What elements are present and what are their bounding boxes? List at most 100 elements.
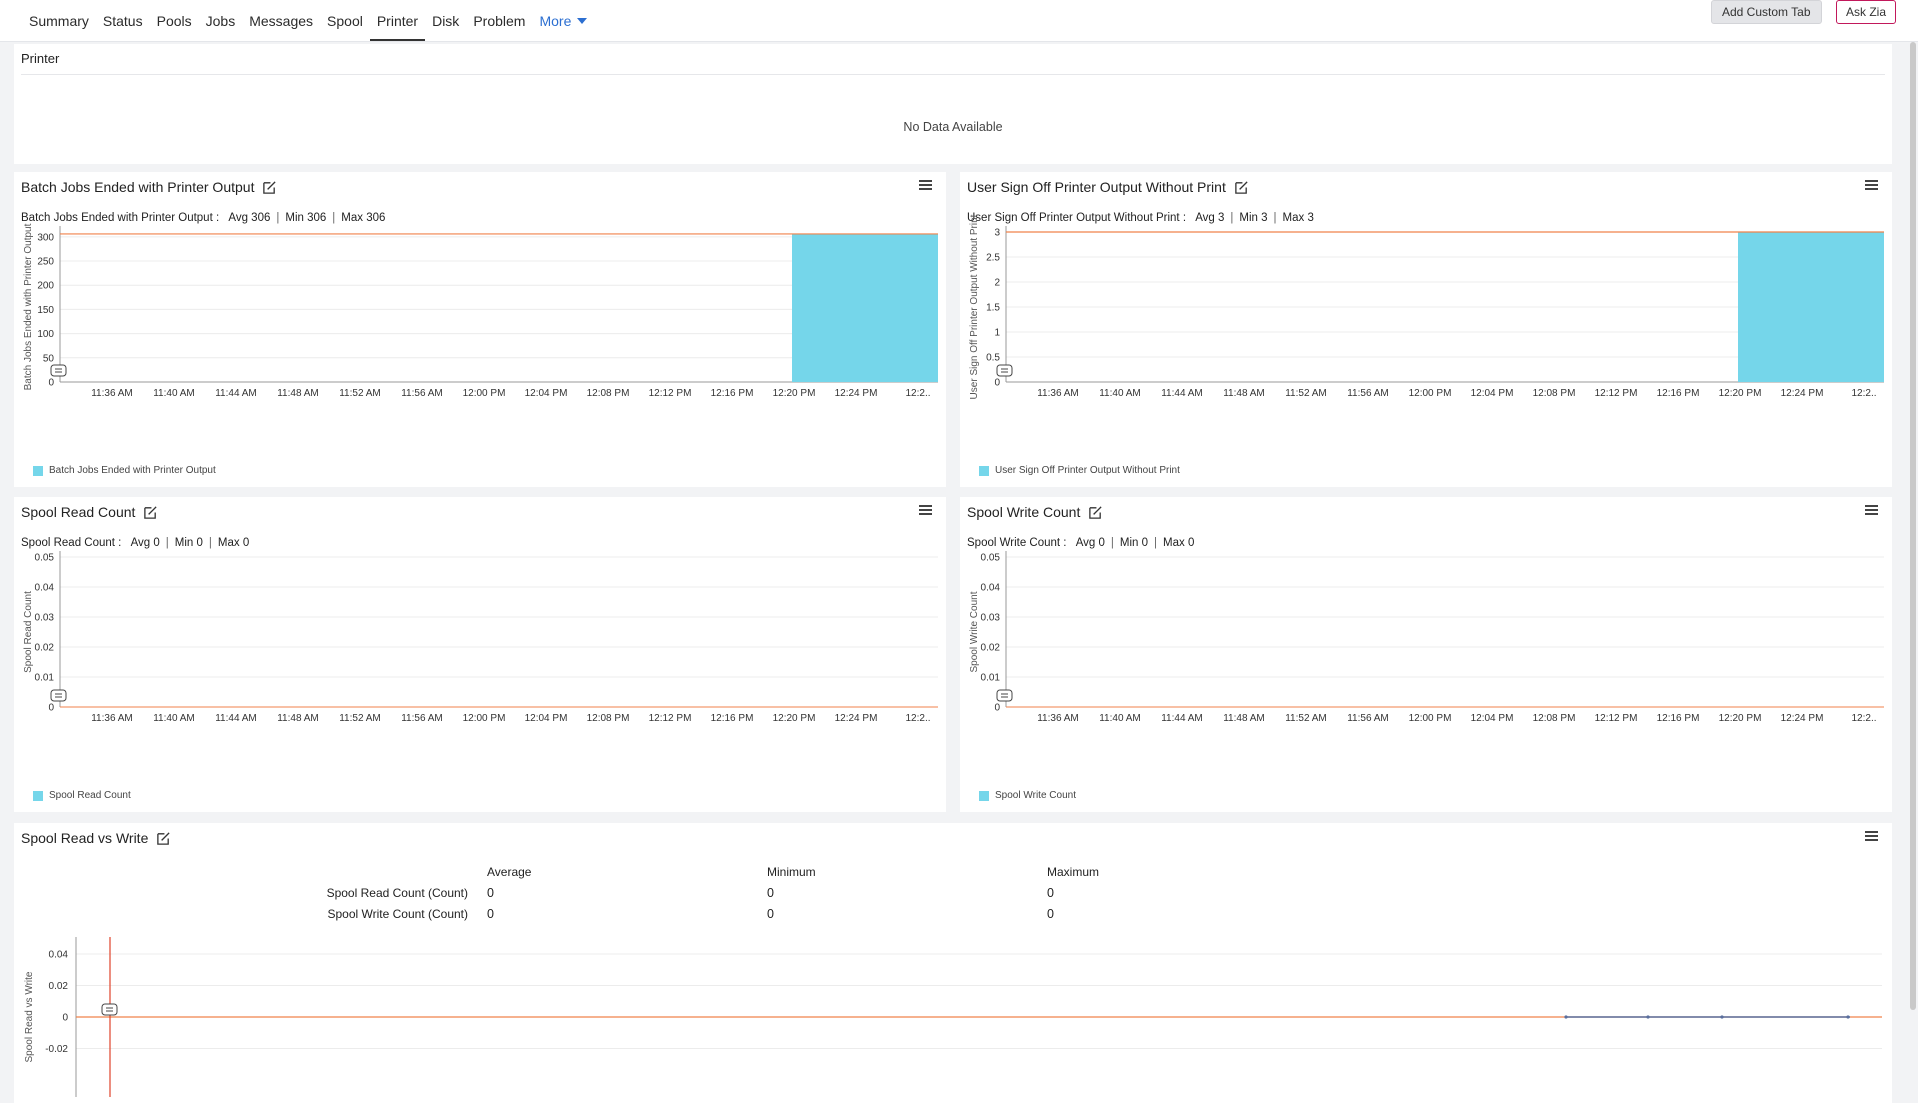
hamburger-menu-icon[interactable] [919, 180, 932, 191]
chart-title-text: Spool Read Count [21, 504, 136, 520]
edit-chart-icon[interactable] [143, 505, 158, 520]
panel-title: Printer [21, 51, 60, 66]
legend-label: Spool Read Count [49, 790, 131, 801]
x-tick-label: 11:40 AM [153, 713, 195, 724]
chevron-down-icon [577, 18, 588, 24]
y-tick-label: 2.5 [986, 253, 1000, 264]
x-tick-label: 12:04 PM [1471, 713, 1514, 724]
y-tick-label: 0.03 [981, 613, 1001, 624]
hamburger-menu-icon[interactable] [1865, 180, 1878, 191]
tab-messages[interactable]: Messages [249, 13, 314, 29]
x-tick-label: 12:20 PM [1719, 713, 1762, 724]
x-tick-label: 12:12 PM [649, 388, 692, 399]
comment-icon[interactable] [101, 1003, 118, 1016]
summary-label: Batch Jobs Ended with Printer Output : [21, 212, 220, 224]
x-tick-label: 11:36 AM [91, 713, 133, 724]
x-tick-label: 12:24 PM [1781, 713, 1824, 724]
tab-printer[interactable]: Printer [369, 1, 426, 41]
tab-status[interactable]: Status [102, 13, 143, 29]
y-tick-label: 200 [37, 281, 54, 292]
summary-min: Min 306 [285, 212, 327, 224]
edit-chart-icon[interactable] [156, 831, 171, 846]
chart-title-text: Batch Jobs Ended with Printer Output [21, 179, 255, 195]
no-data-message: No Data Available [903, 120, 1003, 134]
chart-panel-spool-read: Spool Read Count Spool Read Count : Avg … [14, 497, 946, 812]
chart-panel-user-sign-off: User Sign Off Printer Output Without Pri… [960, 172, 1892, 487]
x-tick-label: 12:20 PM [1719, 388, 1762, 399]
page-scrollbar[interactable] [1910, 42, 1916, 1010]
tab-summary[interactable]: Summary [29, 13, 89, 29]
y-tick-label: 1 [994, 328, 1000, 339]
x-tick-label: 11:52 AM [1285, 713, 1327, 724]
x-tick-label: 12:00 PM [1409, 713, 1452, 724]
add-custom-tab-button[interactable]: Add Custom Tab [1711, 0, 1822, 24]
chart-title: User Sign Off Printer Output Without Pri… [967, 179, 1249, 195]
x-tick-label: 12:16 PM [711, 388, 754, 399]
edit-chart-icon[interactable] [1234, 180, 1249, 195]
y-axis-label: Spool Write Count [969, 591, 980, 672]
tab-problem[interactable]: Problem [473, 13, 526, 29]
cell-write-min: 0 [767, 907, 774, 921]
y-tick-label: 0.04 [35, 583, 55, 594]
x-tick-label: 11:52 AM [1285, 388, 1327, 399]
x-tick-label: 12:20 PM [773, 713, 816, 724]
y-tick-label: 0.01 [981, 673, 1001, 684]
y-axis-label: Batch Jobs Ended with Printer Output [23, 223, 34, 390]
comment-icon[interactable] [50, 364, 67, 377]
tab-spool[interactable]: Spool [327, 13, 363, 29]
tab-disk[interactable]: Disk [432, 13, 460, 29]
comment-icon[interactable] [50, 689, 67, 702]
x-tick-label: 11:36 AM [1037, 713, 1079, 724]
summary-max: Max 306 [341, 212, 386, 224]
y-tick-label: -0.02 [45, 1044, 68, 1055]
tab-pools[interactable]: Pools [156, 13, 192, 29]
chart-panel-batch-jobs: Batch Jobs Ended with Printer Output Bat… [14, 172, 946, 487]
x-tick-label: 12:00 PM [1409, 388, 1452, 399]
chart-panel-spool-write: Spool Write Count Spool Write Count : Av… [960, 497, 1892, 812]
y-tick-label: 0 [62, 1013, 68, 1024]
divider [21, 74, 1885, 75]
y-tick-label: 0.05 [981, 553, 1001, 564]
chart-plot: User Sign Off Printer Output Without Pri… [969, 214, 1884, 399]
chart-plot: Spool Read vs Write 0.04 0.02 0 -0.02 [24, 937, 1882, 1097]
y-tick-label: 0.04 [981, 583, 1001, 594]
tab-more[interactable]: More [532, 1, 594, 41]
y-tick-label: 0.5 [986, 353, 1000, 364]
tab-jobs[interactable]: Jobs [205, 13, 236, 29]
legend-swatch [33, 790, 43, 801]
y-tick-label: 0 [48, 378, 54, 389]
col-header-maximum: Maximum [1047, 865, 1100, 879]
chart-legend: Spool Write Count [979, 790, 1076, 801]
y-tick-label: 0.02 [49, 981, 69, 992]
hamburger-menu-icon[interactable] [1865, 505, 1878, 516]
y-tick-label: 3 [994, 228, 1000, 239]
y-axis-label: Spool Read Count [23, 591, 34, 673]
edit-chart-icon[interactable] [262, 180, 277, 195]
hamburger-menu-icon[interactable] [919, 505, 932, 516]
ask-zia-button[interactable]: Ask Zia [1836, 0, 1897, 24]
summary-label: Spool Write Count : [967, 537, 1067, 549]
x-tick-label: 12:16 PM [1657, 388, 1700, 399]
tab-bar: Summary Status Pools Jobs Messages Spool… [22, 0, 594, 42]
x-tick-label: 12:04 PM [1471, 388, 1514, 399]
y-tick-label: 1.5 [986, 303, 1000, 314]
x-tick-label: 11:44 AM [215, 388, 257, 399]
chart-legend: Spool Read Count [33, 790, 131, 801]
y-axis-label: Spool Read vs Write [24, 971, 35, 1062]
comment-icon[interactable] [996, 689, 1013, 702]
chart-plot: Batch Jobs Ended with Printer Output 300 2… [23, 223, 938, 399]
y-tick-label: 2 [994, 278, 1000, 289]
chart-title-text: Spool Write Count [967, 504, 1081, 520]
summary-min: Min 0 [1119, 537, 1149, 549]
y-axis-label: User Sign Off Printer Output Without Pri… [969, 214, 980, 399]
edit-chart-icon[interactable] [1088, 505, 1103, 520]
chart-title: Spool Write Count [967, 504, 1103, 520]
y-tick-label: 300 [37, 232, 54, 243]
chart-title-text: Spool Read vs Write [21, 830, 149, 846]
y-tick-label: 250 [37, 257, 54, 268]
hamburger-menu-icon[interactable] [1865, 831, 1878, 842]
legend-label: Batch Jobs Ended with Printer Output [49, 465, 216, 476]
y-tick-label: 0.05 [35, 553, 55, 564]
more-label: More [539, 13, 572, 29]
comment-icon[interactable] [996, 364, 1013, 377]
